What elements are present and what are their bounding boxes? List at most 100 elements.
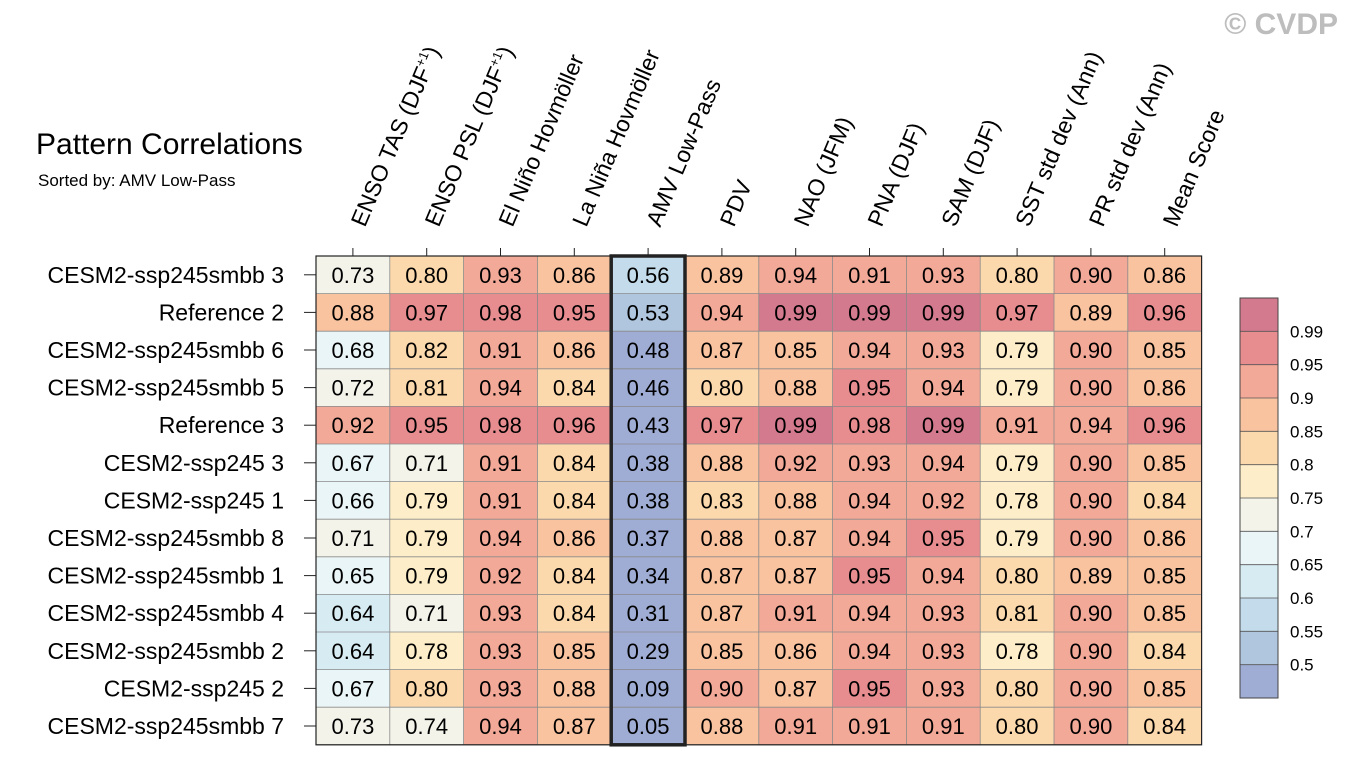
heatmap-cell [611,481,685,520]
cell-value-label: 0.79 [996,451,1039,476]
heatmap-cell [463,632,538,670]
colorbar-swatch [1240,564,1278,598]
cell-value-label: 0.87 [774,564,817,589]
row-label: CESM2-ssp245smbb 5 [48,375,285,401]
heatmap-cell [980,481,1054,520]
heatmap-cell [316,707,390,745]
heatmap-cell [463,293,538,332]
heatmap-cell [537,707,612,745]
cell-value-label: 0.84 [553,376,596,401]
cell-value-label: 0.96 [1143,413,1186,438]
heatmap-cell [980,632,1054,670]
heatmap-cell [1054,368,1128,407]
cell-value-label: 0.85 [1143,676,1186,701]
chart-title: Pattern Correlations [36,128,303,161]
cell-value-label: 0.79 [405,526,448,551]
cell-value-label: 0.93 [479,263,522,288]
row-label: Reference 3 [159,412,284,438]
heatmap-cell [685,556,759,595]
cell-value-label: 0.86 [553,263,596,288]
heatmap-cell [1127,331,1202,369]
row-label: CESM2-ssp245smbb 7 [48,713,285,739]
cell-value-label: 0.97 [700,413,743,438]
cell-value-label: 0.90 [1069,451,1112,476]
cell-value-label: 0.73 [331,263,374,288]
cell-value-label: 0.88 [700,451,743,476]
cell-value-label: 0.91 [479,488,522,513]
cell-value-label: 0.89 [1069,300,1112,325]
cell-value-label: 0.71 [405,451,448,476]
heatmap-cell [758,256,833,294]
heatmap-cell [906,519,981,557]
heatmap-cell [980,256,1054,294]
cell-value-label: 0.95 [848,376,891,401]
chart-subtitle: Sorted by: AMV Low-Pass [38,171,235,190]
cell-value-label: 0.31 [627,601,670,626]
heatmap-cell [1054,331,1128,369]
heatmap-cell [685,707,759,745]
column-label: SAM (DJF) [936,115,1004,230]
heatmap-cell [389,594,464,632]
cell-value-label: 0.43 [627,413,670,438]
heatmap-cell [758,632,833,670]
heatmap-cell [316,632,390,670]
cell-value-label: 0.99 [922,413,965,438]
heatmap-cell [758,707,833,745]
heatmap-cell [758,556,833,595]
heatmap-cell [1127,632,1202,670]
heatmap-cell [463,368,538,407]
heatmap-cell [685,519,759,557]
heatmap-cell [316,556,390,595]
heatmap-cell [980,331,1054,369]
cell-value-label: 0.95 [405,413,448,438]
heatmap-cell [758,481,833,520]
heatmap-cell [906,444,981,482]
heatmap-cell [980,293,1054,332]
heatmap-cell [832,368,907,407]
cell-value-label: 0.99 [774,300,817,325]
heatmap-cell [1127,669,1202,708]
heatmap-cell [1054,519,1128,557]
cell-value-label: 0.94 [848,338,891,363]
heatmap-cell [980,707,1054,745]
heatmap-cell [389,406,464,444]
cell-value-label: 0.96 [1143,300,1186,325]
heatmap-cell [316,406,390,444]
cell-value-label: 0.38 [627,451,670,476]
heatmap-cell [537,481,612,520]
cell-value-label: 0.91 [848,263,891,288]
cell-value-label: 0.73 [331,714,374,739]
row-label: Reference 2 [159,299,284,325]
colorbar-swatch [1240,664,1278,698]
cell-value-label: 0.92 [922,488,965,513]
heatmap-cell [537,368,612,407]
cell-value-label: 0.72 [331,376,374,401]
cell-value-label: 0.85 [1143,564,1186,589]
cell-value-label: 0.86 [1143,263,1186,288]
colorbar-label: 0.6 [1290,589,1314,608]
cell-value-label: 0.84 [553,488,596,513]
cell-value-label: 0.94 [1069,413,1112,438]
cell-value-label: 0.85 [1143,601,1186,626]
cell-value-label: 0.29 [627,639,670,664]
cell-value-label: 0.80 [996,714,1039,739]
column-label: PDV [715,176,758,230]
heatmap-cell [758,444,833,482]
cell-value-label: 0.93 [922,639,965,664]
cell-value-label: 0.90 [1069,263,1112,288]
cell-value-label: 0.67 [331,451,374,476]
cell-value-label: 0.98 [479,300,522,325]
heatmap-cell [611,632,685,670]
cell-value-label: 0.94 [922,564,965,589]
heatmap-cell [758,406,833,444]
heatmap-cell [832,444,907,482]
cell-value-label: 0.90 [700,676,743,701]
colorbar-swatch [1240,364,1278,398]
cell-value-label: 0.93 [922,676,965,701]
heatmap-cell [389,444,464,482]
cell-value-label: 0.99 [922,300,965,325]
heatmap-cell [463,519,538,557]
cell-value-label: 0.94 [479,714,522,739]
row-label: CESM2-ssp245smbb 8 [48,525,285,551]
